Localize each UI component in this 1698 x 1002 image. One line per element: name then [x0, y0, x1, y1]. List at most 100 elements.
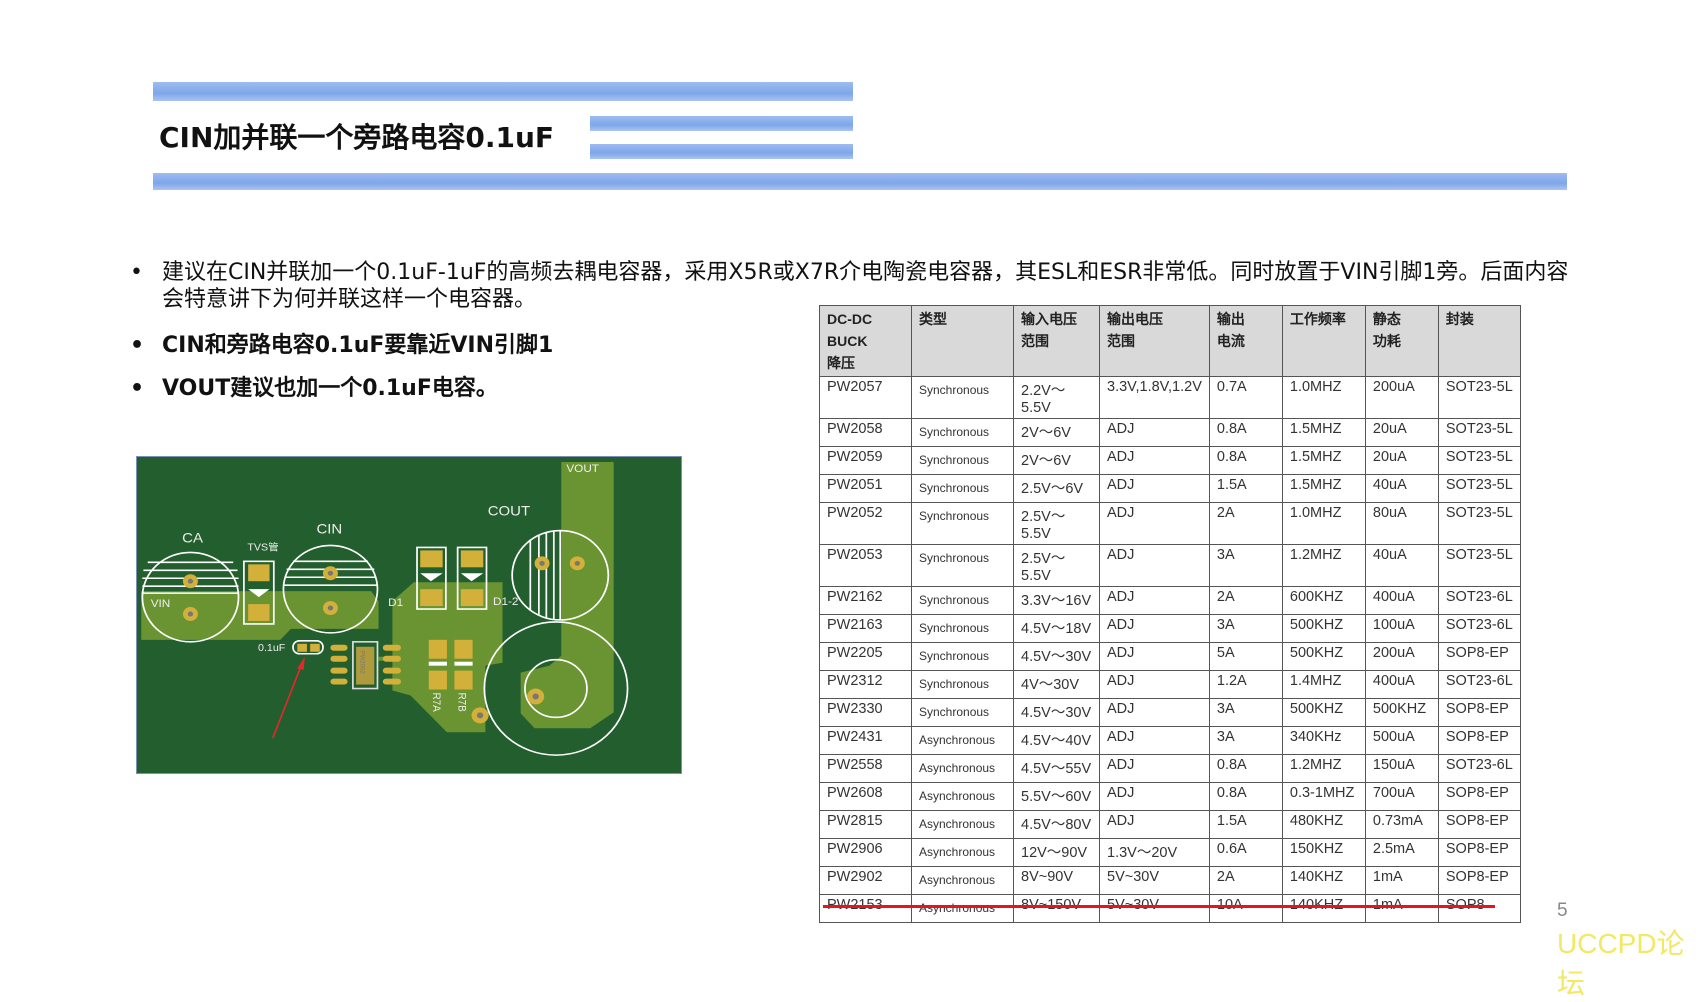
- table-cell: ADJ: [1099, 544, 1210, 587]
- table-cell: Asynchronous: [911, 838, 1014, 867]
- table-cell: 20uA: [1364, 446, 1439, 475]
- table-row: PW2053 Synchronous 2.5V～5.5V ADJ 3A 1.2MHZ 40u…: [819, 544, 1521, 587]
- title-decoration-bar-long: [153, 173, 1567, 190]
- column-header: 输出电压 范围: [1099, 305, 1210, 377]
- table-cell: 5A: [1208, 642, 1283, 671]
- table-cell: 140KHZ: [1281, 894, 1366, 923]
- table-cell: ADJ: [1099, 446, 1210, 475]
- table-cell: 1.5A: [1208, 810, 1283, 839]
- table-cell: 3A: [1208, 544, 1283, 587]
- table-cell: 400uA: [1364, 586, 1439, 615]
- table-cell: ADJ: [1099, 614, 1210, 643]
- pcb-label-vin: VIN: [151, 598, 171, 610]
- table-cell: 2.5mA: [1364, 838, 1439, 867]
- bypass-capacitor-outline: [292, 640, 324, 655]
- table-cell: 80uA: [1364, 502, 1439, 545]
- table-cell: 1.2MHZ: [1281, 544, 1366, 587]
- table-cell: 5V~30V: [1099, 894, 1210, 923]
- table-cell: ADJ: [1099, 782, 1210, 811]
- table-cell: PW2205: [819, 642, 912, 671]
- table-cell: Synchronous: [911, 446, 1014, 475]
- table-cell: 400uA: [1364, 670, 1439, 699]
- column-header: 类型: [911, 305, 1014, 377]
- table-cell: 1.3V～20V: [1099, 838, 1210, 867]
- table-cell: 2.5V～5.5V: [1013, 544, 1100, 587]
- chip-outline: [352, 641, 379, 690]
- table-row: PW2162 Synchronous 3.3V～16V ADJ 2A 600KHZ 400u…: [819, 586, 1521, 615]
- table-cell: PW2815: [819, 810, 912, 839]
- table-cell: 4.5V～30V: [1013, 642, 1100, 671]
- table-cell: Asynchronous: [911, 782, 1014, 811]
- table-cell: 150uA: [1364, 754, 1439, 783]
- table-cell: 0.73mA: [1364, 810, 1439, 839]
- table-cell: 2V～6V: [1013, 418, 1100, 447]
- table-cell: 500uA: [1364, 726, 1439, 755]
- table-cell: Synchronous: [911, 502, 1014, 545]
- table-row: PW2902 Asynchronous 8V~90V 5V~30V 2A 140KHZ 1m…: [819, 866, 1521, 895]
- table-cell: 0.7A: [1208, 376, 1283, 419]
- table-row: PW2059 Synchronous 2V～6V ADJ 0.8A 1.5MHZ 20uA S…: [819, 446, 1521, 475]
- table-cell: Synchronous: [911, 544, 1014, 587]
- table-row: PW2906 Asynchronous 12V～90V 1.3V～20V 0.6A 150…: [819, 838, 1521, 867]
- highlight-underline: [823, 905, 1495, 908]
- table-header-row: DC-DC BUCK 降压 类型 输入电压 范围 输出电压 范围 输出 电流 工作频率 静态…: [819, 305, 1521, 377]
- table-cell: 2.5V～5.5V: [1013, 502, 1100, 545]
- table-cell: 0.6A: [1208, 838, 1283, 867]
- table-cell: Asynchronous: [911, 866, 1014, 895]
- table-cell: Synchronous: [911, 642, 1014, 671]
- table-cell: PW2059: [819, 446, 912, 475]
- table-cell: SOP8: [1437, 894, 1521, 923]
- table-cell: PW2058: [819, 418, 912, 447]
- table-cell: SOP8-EP: [1437, 866, 1521, 895]
- table-cell: 1.0MHZ: [1281, 376, 1366, 419]
- table-cell: 150KHZ: [1281, 838, 1366, 867]
- column-header: 封装: [1437, 305, 1521, 377]
- table-cell: ADJ: [1099, 754, 1210, 783]
- table-cell: 200uA: [1364, 376, 1439, 419]
- inductor-outline: [483, 621, 629, 756]
- table-cell: 1mA: [1364, 894, 1439, 923]
- table-cell: 200uA: [1364, 642, 1439, 671]
- table-cell: Synchronous: [911, 670, 1014, 699]
- column-header: 输出 电流: [1208, 305, 1283, 377]
- table-cell: Synchronous: [911, 418, 1014, 447]
- table-cell: 1mA: [1364, 866, 1439, 895]
- bullet-marker: •: [130, 333, 145, 358]
- column-header: 工作频率: [1281, 305, 1366, 377]
- table-cell: Synchronous: [911, 376, 1014, 419]
- table-row: PW2057 Synchronous 2.2V～5.5V 3.3V,1.8V,1.2V…: [819, 376, 1521, 419]
- table-cell: 40uA: [1364, 544, 1439, 587]
- table-cell: Asynchronous: [911, 810, 1014, 839]
- table-cell: SOP8-EP: [1437, 838, 1521, 867]
- table-row: PW2815 Asynchronous 4.5V～80V ADJ 1.5A 480KHZ 0…: [819, 810, 1521, 839]
- table-cell: 20uA: [1364, 418, 1439, 447]
- table-cell: 140KHZ: [1281, 866, 1366, 895]
- table-cell: ADJ: [1099, 642, 1210, 671]
- cout-polarity-stripes: [529, 530, 562, 620]
- table-cell: 3.3V～16V: [1013, 586, 1100, 615]
- table-cell: 1.4MHZ: [1281, 670, 1366, 699]
- table-cell: 500KHZ: [1281, 614, 1366, 643]
- table-cell: 2A: [1208, 502, 1283, 545]
- bullet-text: CIN和旁路电容0.1uF要靠近VIN引脚1: [162, 333, 554, 358]
- table-row: PW2205 Synchronous 4.5V～30V ADJ 5A 500KHZ 200u…: [819, 642, 1521, 671]
- table-row: PW2052 Synchronous 2.5V～5.5V ADJ 2A 1.0MHZ 80u…: [819, 502, 1521, 545]
- table-cell: 100uA: [1364, 614, 1439, 643]
- table-cell: 12V～90V: [1013, 838, 1100, 867]
- table-cell: SOP8-EP: [1437, 698, 1521, 727]
- table-row: PW2558 Asynchronous 4.5V～55V ADJ 0.8A 1.2MHZ 1…: [819, 754, 1521, 783]
- pcb-label-cin: CIN: [316, 522, 342, 537]
- column-header: 静态 功耗: [1364, 305, 1439, 377]
- tvs-diode-outline: [243, 560, 275, 625]
- table-cell: PW2902: [819, 866, 912, 895]
- d1-2-outline: [456, 546, 488, 610]
- table-cell: 600KHZ: [1281, 586, 1366, 615]
- table-cell: 2.2V～5.5V: [1013, 376, 1100, 419]
- column-header: 输入电压 范围: [1013, 305, 1100, 377]
- table-cell: SOP8-EP: [1437, 726, 1521, 755]
- table-cell: 4.5V～55V: [1013, 754, 1100, 783]
- table-cell: PW2057: [819, 376, 912, 419]
- table-cell: Asynchronous: [911, 754, 1014, 783]
- table-row: PW2051 Synchronous 2.5V～6V ADJ 1.5A 1.5MHZ 40u…: [819, 474, 1521, 503]
- inductor-inner-outline: [524, 658, 588, 719]
